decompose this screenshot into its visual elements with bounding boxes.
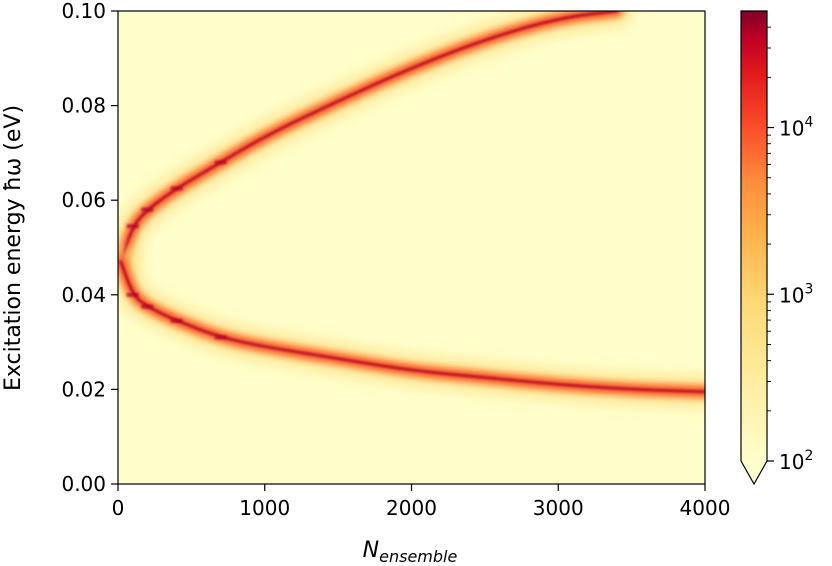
y-tick-label: 0.06 <box>61 188 106 212</box>
y-tick-label: 0.10 <box>61 0 106 23</box>
y-tick-label: 0.08 <box>61 94 106 118</box>
x-axis: 0 1000 2000 3000 4000 <box>112 484 731 520</box>
y-axis: 0.00 0.02 0.04 0.06 0.08 0.10 <box>61 0 118 496</box>
colorbar: 102 103 104 <box>740 10 813 486</box>
colorbar-frame <box>740 10 768 486</box>
y-tick-label: 0.02 <box>61 377 106 401</box>
heatmap-background <box>118 11 705 484</box>
y-tick-label: 0.04 <box>61 283 106 307</box>
colorbar-tick-label: 102 <box>779 448 813 474</box>
colorbar-ticks: 102 103 104 <box>767 26 813 474</box>
heatmap-layer <box>118 11 705 409</box>
colorbar-gradient <box>741 11 767 461</box>
heat-hotspot <box>126 292 139 297</box>
x-axis-title: Nensemble <box>363 538 458 566</box>
heat-hotspot <box>170 186 183 191</box>
x-tick-label: 1000 <box>239 496 290 520</box>
heat-hotspot <box>126 224 139 229</box>
colorbar-extend-min-triangle <box>741 461 767 484</box>
heat-branch-band-3 <box>119 11 619 263</box>
heat-branch-upper <box>118 11 634 279</box>
heat-hotspot <box>141 304 154 309</box>
x-tick-label: 3000 <box>533 496 584 520</box>
x-tick-label: 2000 <box>386 496 437 520</box>
plot-area <box>117 10 706 485</box>
heat-hotspot <box>214 160 227 165</box>
y-tick-label: 0.00 <box>61 472 106 496</box>
heat-hotspot <box>170 318 183 323</box>
heat-hotspot <box>214 335 227 340</box>
colorbar-tick-label: 103 <box>779 281 813 307</box>
x-tick-label: 4000 <box>680 496 731 520</box>
heat-hotspot <box>141 207 154 212</box>
x-tick-label: 0 <box>112 496 125 520</box>
heat-branch-band-3 <box>119 260 705 393</box>
y-axis-title: Excitation energy ħω (eV) <box>1 105 26 391</box>
heat-branch-lower <box>118 244 705 409</box>
colorbar-tick-label: 104 <box>779 115 813 141</box>
